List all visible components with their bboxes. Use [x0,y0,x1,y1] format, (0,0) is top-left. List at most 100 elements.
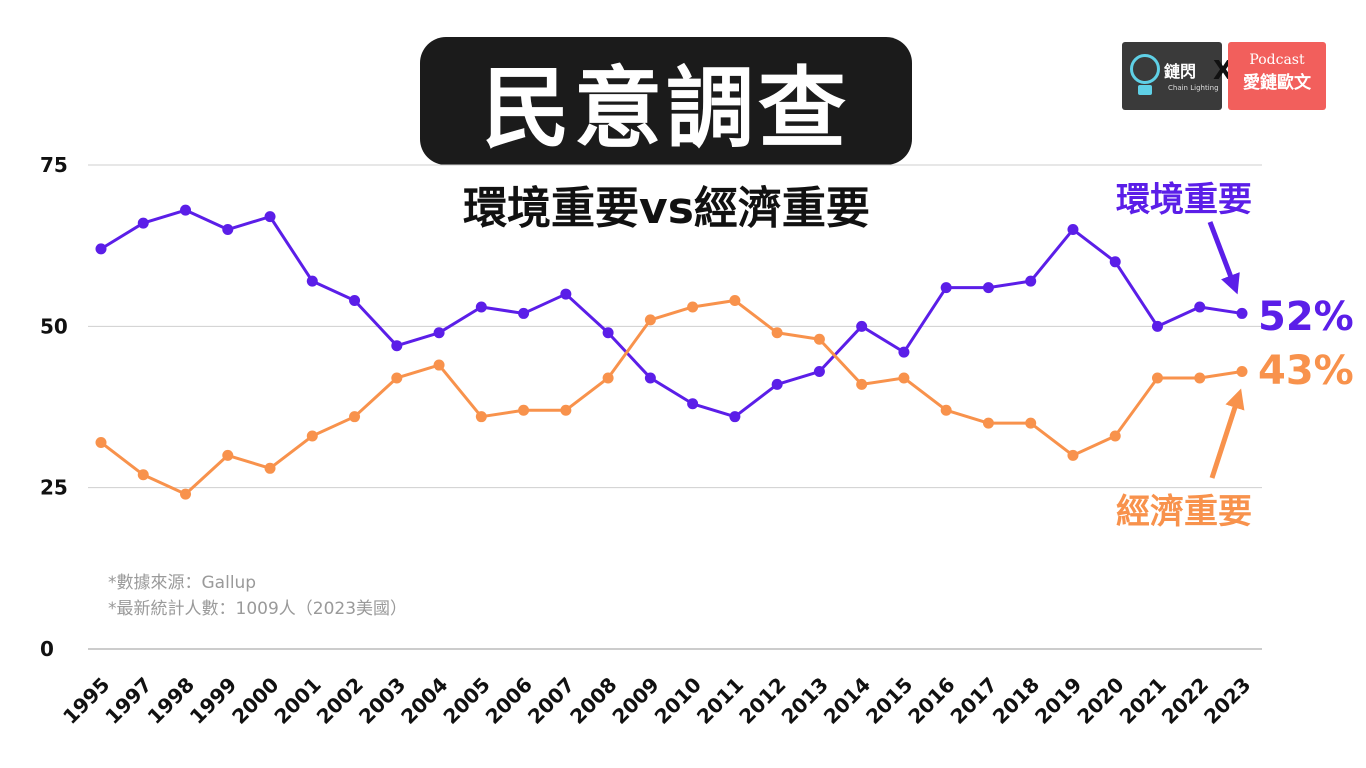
data-point-environment [475,301,487,313]
x-tick-label: 2016 [903,672,959,728]
data-point-economy [856,378,868,390]
data-point-economy [264,462,276,474]
x-tick-label: 2006 [481,672,537,728]
y-tick-label: 25 [40,476,68,500]
data-point-environment [729,411,741,423]
data-point-economy [982,417,994,429]
data-point-environment [898,346,910,358]
end-value-economy: 43% [1258,348,1354,394]
logo-brand-text: 鏈閃 [1164,62,1197,81]
x-tick-label: 2017 [946,672,1002,728]
x-tick-label: 2000 [227,672,283,728]
y-tick-label: 0 [40,637,54,661]
x-tick-label: 2019 [1030,672,1086,728]
data-point-economy [1194,372,1206,384]
x-tick-label: 2014 [819,672,875,728]
data-point-environment [1236,307,1248,319]
x-tick-label: 1995 [58,672,114,728]
x-tick-label: 2018 [988,672,1044,728]
data-point-environment [1025,275,1037,287]
data-point-environment [391,340,403,352]
x-tick-label: 2001 [269,672,325,728]
y-tick-label: 50 [40,314,68,338]
arrow-economy-icon [1209,388,1245,479]
x-tick-label: 2011 [692,672,748,728]
data-point-environment [771,378,783,390]
data-point-economy [391,372,403,384]
data-point-environment [222,224,234,236]
data-point-environment [95,243,107,255]
data-point-environment [602,327,614,339]
data-point-environment [1194,301,1206,313]
data-point-environment [813,366,825,378]
data-point-economy [222,449,234,461]
data-point-economy [644,314,656,326]
x-tick-label: 1998 [143,672,199,728]
data-point-environment [856,320,868,332]
data-point-environment [687,398,699,410]
x-tick-label: 2023 [1199,672,1255,728]
data-point-economy [475,411,487,423]
data-point-environment [644,372,656,384]
series-label-economy: 經濟重要 [1116,492,1252,532]
data-point-environment [982,282,994,294]
data-point-economy [433,359,445,371]
x-tick-label: 2003 [354,672,410,728]
data-point-economy [560,404,572,416]
data-point-economy [687,301,699,313]
x-tick-label: 2002 [312,672,368,728]
data-point-economy [940,404,952,416]
data-point-economy [95,436,107,448]
podcast-logo-line2: 愛鏈歐文 [1243,73,1311,93]
data-point-environment [940,282,952,294]
data-point-economy [1236,366,1248,378]
data-point-economy [349,411,361,423]
x-tick-label: 2008 [565,672,621,728]
series-line-environment [100,208,1243,419]
data-point-environment [518,307,530,319]
data-point-economy [1025,417,1037,429]
sample-note: *最新統計人數：1009人（2023美國） [108,599,408,619]
data-point-economy [1109,430,1121,442]
series-label-environment: 環境重要 [1116,180,1252,220]
arrow-environment-icon [1207,221,1240,295]
x-tick-label: 2009 [607,672,663,728]
data-point-environment [1151,320,1163,332]
page-title: 民意調查 [420,37,912,165]
data-point-environment [433,327,445,339]
x-tick-label: 2005 [438,672,494,728]
data-point-environment [137,217,149,229]
data-point-economy [137,469,149,481]
x-tick-label: 1999 [185,672,241,728]
data-point-economy [771,327,783,339]
data-point-environment [1109,256,1121,268]
data-point-economy [306,430,318,442]
x-tick-label: 2004 [396,672,452,728]
chart-subtitle: 環境重要vs經濟重要 [463,183,870,234]
data-point-economy [1151,372,1163,384]
series-line-economy [100,299,1243,496]
data-point-economy [180,488,192,500]
data-point-environment [264,211,276,223]
x-tick-label: 2013 [777,672,833,728]
x-tick-label: 2007 [523,672,579,728]
x-tick-label: 2020 [1072,672,1128,728]
data-point-environment [560,288,572,300]
x-tick-label: 2012 [734,672,790,728]
data-point-economy [602,372,614,384]
data-point-environment [349,295,361,307]
data-point-environment [306,275,318,287]
chain-lighting-logo: 鏈閃 Chain Lighting [1122,42,1222,110]
data-point-economy [898,372,910,384]
data-point-economy [729,295,741,307]
data-point-economy [813,333,825,345]
x-tick-label: 2021 [1115,672,1171,728]
source-note: *數據來源：Gallup [108,573,257,593]
data-point-economy [1067,449,1079,461]
podcast-logo: Podcast 愛鏈歐文 [1228,42,1326,110]
x-tick-label: 1997 [100,672,156,728]
lightbulb-icon [1130,54,1160,84]
x-tick-label: 2010 [650,672,706,728]
